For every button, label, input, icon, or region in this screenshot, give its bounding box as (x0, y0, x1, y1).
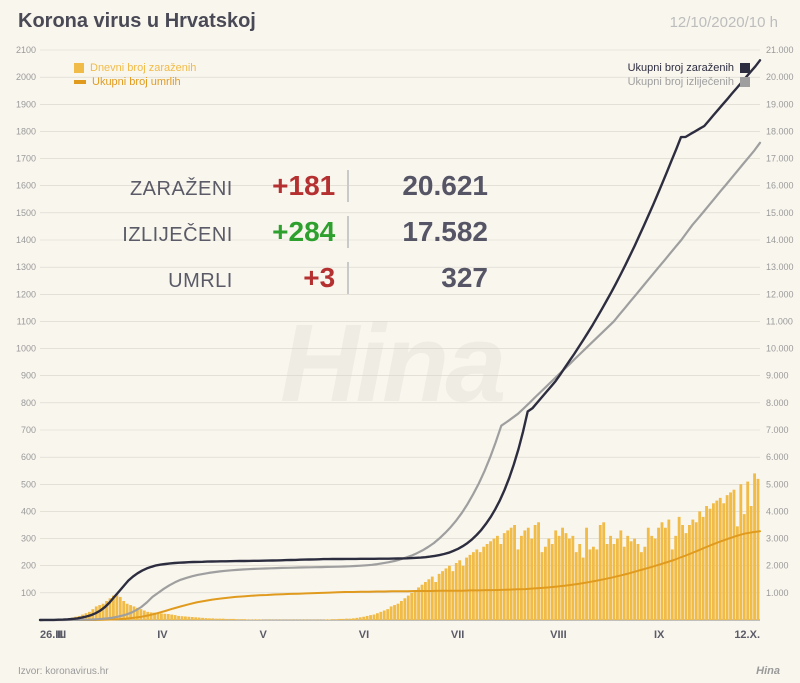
svg-text:3.000: 3.000 (766, 534, 789, 544)
svg-text:1900: 1900 (16, 99, 36, 109)
svg-text:12.X.: 12.X. (734, 629, 760, 641)
svg-text:1000: 1000 (16, 344, 36, 354)
stats-label: UMRLI (108, 270, 247, 293)
stats-delta: +181 (247, 170, 347, 202)
stats-total: 20.621 (347, 170, 488, 202)
svg-text:1600: 1600 (16, 181, 36, 191)
svg-text:11.000: 11.000 (766, 316, 793, 326)
stats-delta: +3 (247, 262, 347, 294)
source-label: Izvor: koronavirus.hr (18, 666, 109, 677)
svg-text:400: 400 (21, 506, 36, 516)
legend-swatch (74, 80, 86, 84)
stats-row: ZARAŽENI+18120.621 (108, 170, 488, 210)
stats-total: 327 (347, 262, 488, 294)
svg-text:VI: VI (359, 629, 369, 641)
svg-text:1800: 1800 (16, 126, 36, 136)
svg-text:1200: 1200 (16, 289, 36, 299)
stats-row: IZLIJEČENI+28417.582 (108, 216, 488, 256)
svg-text:600: 600 (21, 452, 36, 462)
svg-text:2000: 2000 (16, 72, 36, 82)
timestamp: 12/10/2020/10 h (670, 14, 778, 31)
stats-label: ZARAŽENI (108, 178, 247, 201)
svg-text:2.000: 2.000 (766, 561, 789, 571)
legend-swatch (740, 77, 750, 87)
svg-text:IV: IV (157, 629, 168, 641)
svg-text:10.000: 10.000 (766, 344, 794, 354)
stats-box: ZARAŽENI+18120.621 IZLIJEČENI+28417.582 UM… (108, 170, 488, 308)
svg-text:6.000: 6.000 (766, 452, 789, 462)
legend-label: Ukupni broj izliječenih (628, 76, 734, 88)
legend-label: Ukupni broj zaraženih (628, 62, 734, 74)
svg-text:200: 200 (21, 561, 36, 571)
svg-text:700: 700 (21, 425, 36, 435)
svg-text:300: 300 (21, 534, 36, 544)
svg-text:2100: 2100 (16, 45, 36, 55)
svg-text:VIII: VIII (550, 629, 567, 641)
svg-text:15.000: 15.000 (766, 208, 794, 218)
svg-text:12.000: 12.000 (766, 289, 794, 299)
svg-text:7.000: 7.000 (766, 425, 789, 435)
svg-text:800: 800 (21, 398, 36, 408)
svg-text:13.000: 13.000 (766, 262, 794, 272)
svg-text:1500: 1500 (16, 208, 36, 218)
brand-label: Hina (756, 665, 780, 677)
svg-text:1300: 1300 (16, 262, 36, 272)
svg-text:1700: 1700 (16, 154, 36, 164)
svg-text:1400: 1400 (16, 235, 36, 245)
legend-swatch (74, 63, 84, 73)
svg-text:100: 100 (21, 588, 36, 598)
stats-row: UMRLI+3327 (108, 262, 488, 302)
legend-swatch (740, 63, 750, 73)
svg-text:14.000: 14.000 (766, 235, 794, 245)
stats-total: 17.582 (347, 216, 488, 248)
svg-text:1100: 1100 (17, 316, 36, 326)
page-title: Korona virus u Hrvatskoj (18, 10, 256, 33)
svg-text:5.000: 5.000 (766, 479, 789, 489)
svg-text:4.000: 4.000 (766, 506, 789, 516)
chart: 1002003004005006007008009001000110012001… (40, 44, 760, 644)
legend-right: Ukupni broj zaraženih Ukupni broj izliječ… (628, 62, 750, 90)
stats-delta: +284 (247, 216, 347, 248)
svg-text:17.000: 17.000 (766, 154, 794, 164)
svg-text:20.000: 20.000 (766, 72, 794, 82)
legend-label: Ukupni broj umrlih (92, 76, 181, 88)
svg-text:III: III (57, 629, 66, 641)
svg-text:18.000: 18.000 (766, 126, 794, 136)
legend-left: Dnevni broj zaraženih Ukupni broj umrlih (74, 62, 196, 90)
svg-text:V: V (260, 629, 268, 641)
svg-text:IX: IX (654, 629, 665, 641)
svg-text:19.000: 19.000 (766, 99, 794, 109)
svg-text:1.000: 1.000 (766, 588, 789, 598)
svg-text:9.000: 9.000 (766, 371, 789, 381)
svg-text:16.000: 16.000 (766, 181, 794, 191)
svg-text:21.000: 21.000 (766, 45, 794, 55)
svg-text:500: 500 (21, 479, 36, 489)
svg-text:VII: VII (451, 629, 464, 641)
svg-text:8.000: 8.000 (766, 398, 789, 408)
stats-label: IZLIJEČENI (108, 224, 247, 247)
svg-text:900: 900 (21, 371, 36, 381)
legend-label: Dnevni broj zaraženih (90, 62, 196, 74)
